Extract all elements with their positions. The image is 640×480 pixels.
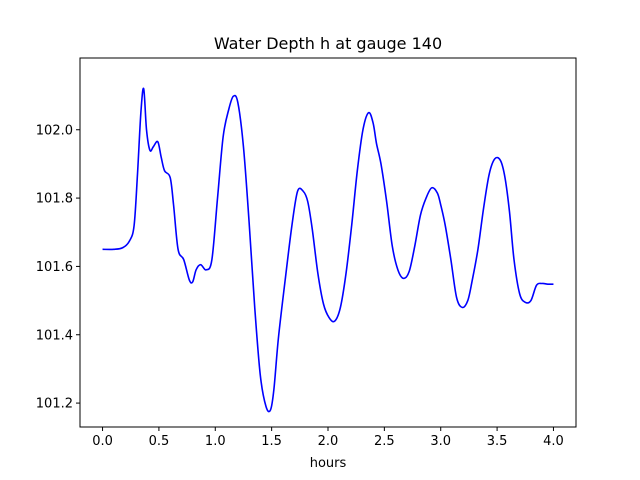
x-tick-label: 0.5 [149,434,170,449]
plot-frame [79,57,577,428]
x-tick-label: 2.0 [318,434,339,449]
y-tick-label: 101.6 [36,260,73,275]
y-axis: 101.2 101.4 101.6 101.8 102.0 [36,123,80,412]
series-line [102,87,554,413]
x-tick-label: 0.0 [92,434,113,449]
x-tick-label: 3.0 [430,434,451,449]
x-tick-label: 4.0 [543,434,564,449]
x-tick-label: 2.5 [374,434,395,449]
plot-area [102,87,554,413]
chart-title: Water Depth h at gauge 140 [214,34,442,53]
y-tick-label: 102.0 [36,123,73,138]
y-tick-label: 101.8 [36,192,73,207]
x-axis-label: hours [310,456,347,471]
y-tick-label: 101.4 [36,328,73,343]
x-axis: 0.0 0.5 1.0 1.5 2.0 2.5 3.0 3.5 4.0 [92,427,564,449]
x-tick-label: 1.5 [261,434,282,449]
x-tick-label: 1.0 [205,434,226,449]
x-tick-label: 3.5 [487,434,508,449]
y-tick-label: 101.2 [36,397,73,412]
